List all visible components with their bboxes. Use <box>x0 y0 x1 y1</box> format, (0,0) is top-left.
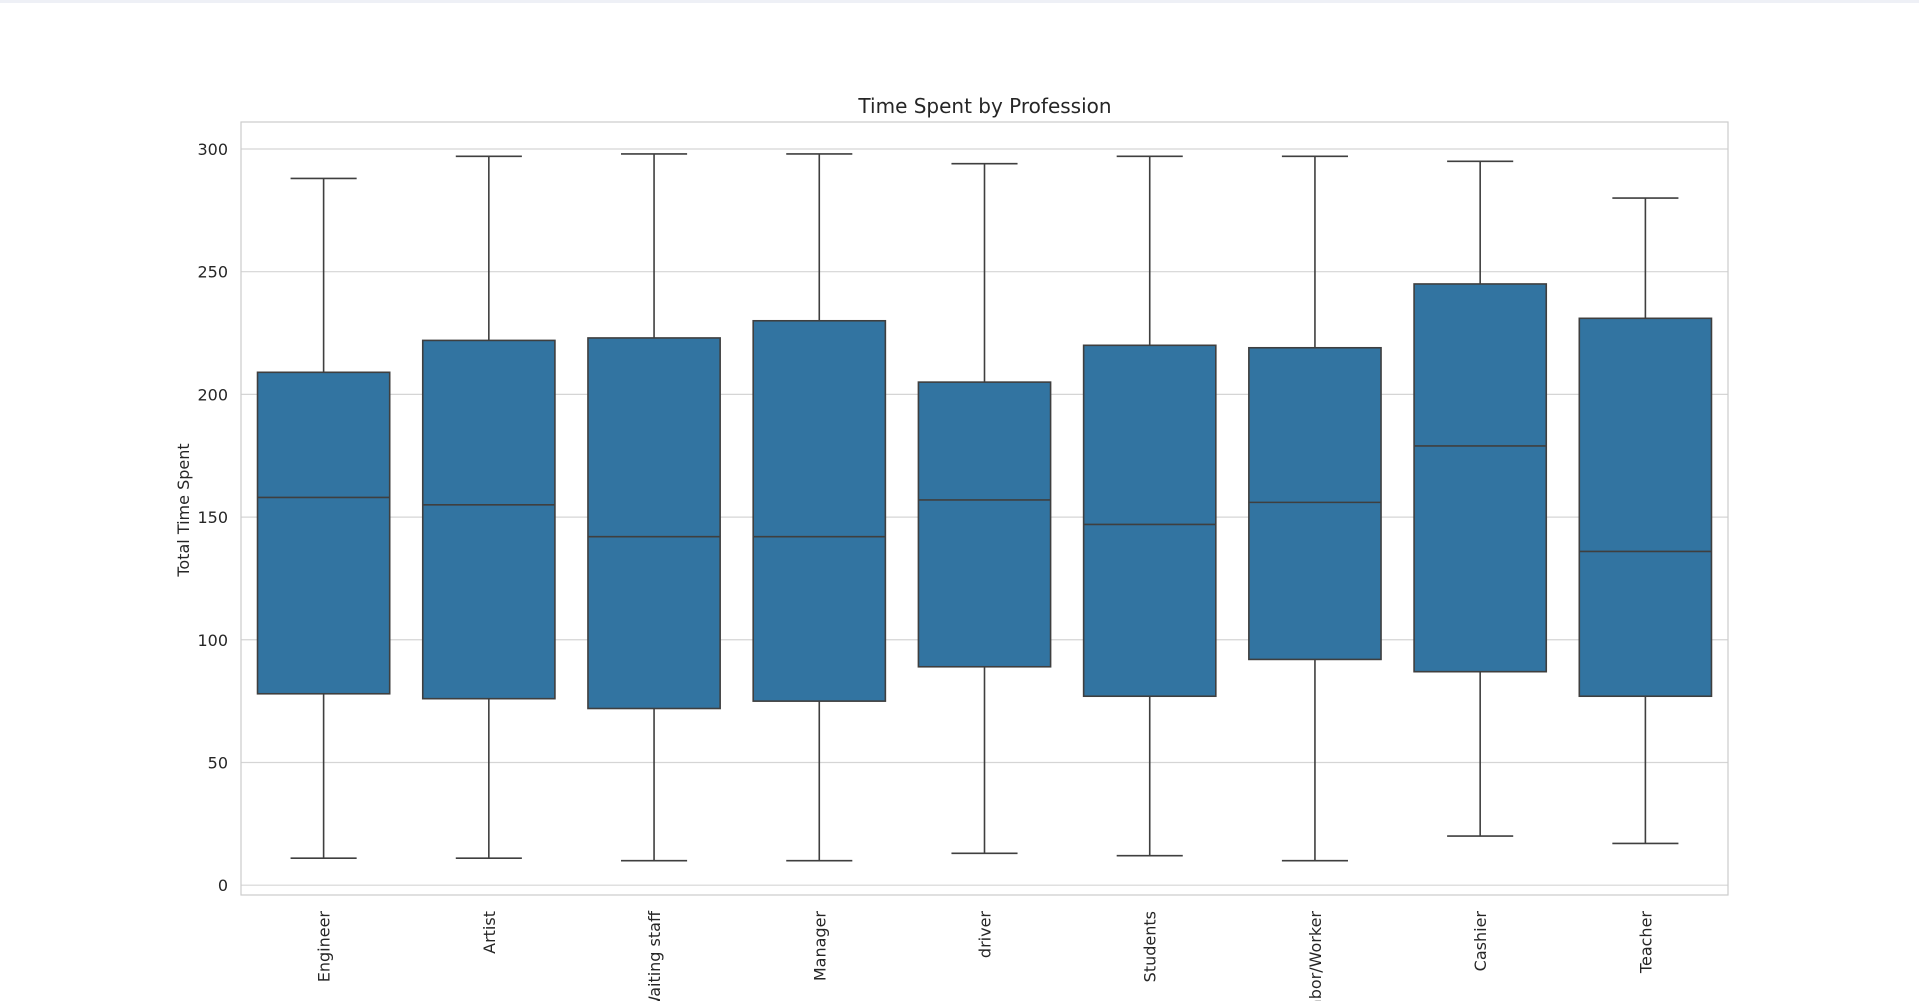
box-3 <box>752 153 887 862</box>
plot-frame <box>240 121 1729 896</box>
tick-labels: 0 50 100 150 200 250 300 Engineer Artist Waiting … <box>197 140 1655 1001</box>
iqr-box <box>1413 283 1548 673</box>
window-top-strip <box>0 0 1919 3</box>
chart-title: Time Spent by Profession <box>857 94 1111 118</box>
iqr-box <box>752 319 887 702</box>
y-tick-label: 0 <box>218 876 228 895</box>
x-tick-label: Labor/Worker <box>1306 911 1325 1001</box>
x-tick-label: Teacher <box>1636 911 1655 974</box>
x-tick-label: Students <box>1141 911 1160 982</box>
y-tick-label: 300 <box>197 140 228 159</box>
box-4 <box>917 162 1052 855</box>
y-tick-label: 200 <box>197 385 228 404</box>
iqr-box <box>1082 344 1217 698</box>
box-5 <box>1082 155 1217 857</box>
iqr-box <box>256 371 391 695</box>
x-tick-label: Artist <box>480 911 499 954</box>
box-series <box>256 153 1713 862</box>
x-tick-label: Waiting staff <box>645 910 664 1001</box>
y-axis-label: Total Time Spent <box>174 443 193 577</box>
y-tick-label: 100 <box>197 631 228 650</box>
box-8 <box>1578 197 1713 845</box>
y-tick-label: 50 <box>208 753 228 772</box>
x-tick-label: Cashier <box>1471 911 1490 972</box>
y-tick-label: 250 <box>197 263 228 282</box>
x-tick-label: driver <box>976 911 995 958</box>
y-tick-label: 150 <box>197 508 228 527</box>
iqr-box <box>587 337 721 710</box>
iqr-box <box>421 339 556 700</box>
box-7 <box>1413 160 1548 837</box>
x-tick-label: Engineer <box>315 911 334 983</box>
box-6 <box>1248 155 1382 862</box>
box-0 <box>256 177 391 859</box>
box-1 <box>421 155 556 859</box>
iqr-box <box>1248 346 1382 661</box>
iqr-box <box>1578 317 1713 698</box>
x-tick-label: Manager <box>810 911 829 982</box>
iqr-box <box>917 381 1052 668</box>
box-2 <box>587 153 721 862</box>
